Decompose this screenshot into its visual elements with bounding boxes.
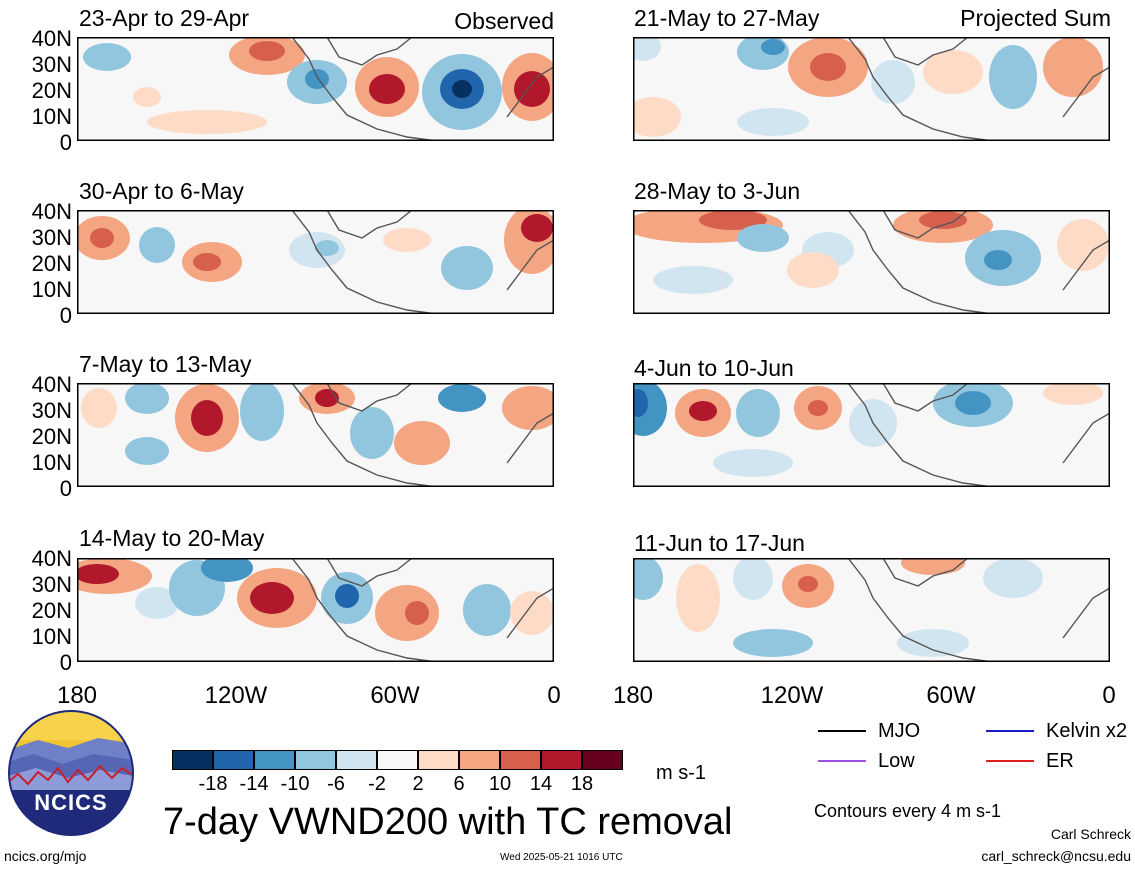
projected-sum-label: Projected Sum (960, 5, 1111, 31)
x-tick-label: 0 (1102, 682, 1116, 709)
y-tick-label: 20N (31, 78, 72, 103)
colorbar-label: 14 (529, 773, 553, 795)
legend-label: MJO (878, 720, 921, 742)
y-tick-label: 40N (31, 199, 72, 224)
observed-label: Observed (454, 8, 554, 34)
map-panel-2 (77, 210, 554, 314)
y-tick-label: 30N (31, 225, 72, 250)
anomaly-map (77, 383, 554, 487)
ncics-logo: NCICS (8, 710, 134, 836)
legend-line-kelvin (986, 730, 1034, 732)
colorbar-swatch (213, 750, 254, 770)
legend-line-mjo (818, 730, 866, 732)
colorbar-swatch (582, 750, 623, 770)
panel-title: 23-Apr to 29-Apr (79, 5, 250, 31)
map-panel-8 (633, 558, 1110, 662)
anomaly-map (77, 558, 554, 662)
panel-title: 28-May to 3-Jun (634, 178, 801, 204)
contours-note: Contours every 4 m s-1 (814, 801, 1002, 821)
logo-text: NCICS (34, 790, 108, 815)
colorbar-label: 18 (570, 773, 594, 795)
anomaly-map (77, 37, 554, 141)
x-tick-label: 120W (204, 682, 268, 709)
y-tick-label: 10N (31, 624, 72, 649)
colorbar-swatch (541, 750, 582, 770)
footer-timestamp: Wed 2025-05-21 1016 UTC (500, 852, 623, 863)
colorbar-label: -6 (327, 773, 345, 795)
map-panel-3 (77, 383, 554, 487)
panel-title: 30-Apr to 6-May (79, 178, 244, 204)
colorbar-swatch (418, 750, 459, 770)
anomaly-map (633, 210, 1110, 314)
y-tick-label: 0 (59, 476, 72, 501)
colorbar-swatch (254, 750, 295, 770)
colorbar-swatch (336, 750, 377, 770)
y-tick-label: 30N (31, 398, 72, 423)
x-tick-label: 120W (760, 682, 824, 709)
y-tick-label: 0 (59, 650, 72, 675)
panel-title: 21-May to 27-May (634, 5, 820, 31)
colorbar-label: -18 (198, 773, 228, 795)
y-tick-label: 10N (31, 450, 72, 475)
anomaly-map (633, 37, 1110, 141)
colorbar-units: m s-1 (656, 762, 706, 784)
x-tick-label: 180 (56, 682, 98, 709)
anomaly-map (633, 558, 1110, 662)
x-tick-label: 60W (370, 682, 420, 709)
colorbar-label: -10 (280, 773, 310, 795)
map-panel-4 (77, 558, 554, 662)
y-tick-label: 40N (31, 26, 72, 51)
legend-label: ER (1046, 750, 1074, 772)
colorbar-label: 10 (488, 773, 512, 795)
map-panel-7 (633, 383, 1110, 487)
footer-email[interactable]: carl_schreck@ncsu.edu (981, 848, 1131, 864)
colorbar-label: 6 (453, 773, 465, 795)
colorbar-swatch (172, 750, 213, 770)
panel-title: 4-Jun to 10-Jun (634, 355, 794, 381)
y-tick-label: 10N (31, 104, 72, 129)
map-panel-1 (77, 37, 554, 141)
colorbar-swatch (500, 750, 541, 770)
colorbar-label: -14 (239, 773, 269, 795)
colorbar-swatch (295, 750, 336, 770)
y-tick-label: 20N (31, 424, 72, 449)
colorbar-swatch (377, 750, 418, 770)
footer-author: Carl Schreck (1050, 826, 1131, 842)
legend-label: Low (878, 750, 915, 772)
y-tick-label: 40N (31, 372, 72, 397)
anomaly-map (77, 210, 554, 314)
x-tick-label: 180 (612, 682, 654, 709)
x-tick-label: 0 (547, 682, 561, 709)
panel-title: 7-May to 13-May (79, 351, 252, 377)
footer-url[interactable]: ncics.org/mjo (4, 848, 87, 864)
main-title: 7-day VWND200 with TC removal (163, 801, 733, 843)
colorbar-swatch (459, 750, 500, 770)
y-tick-label: 10N (31, 277, 72, 302)
colorbar-label: -2 (368, 773, 386, 795)
y-tick-label: 30N (31, 52, 72, 77)
x-tick-label: 60W (926, 682, 976, 709)
map-panel-5 (633, 37, 1110, 141)
y-tick-label: 0 (59, 303, 72, 328)
legend-line-er (986, 760, 1034, 762)
legend-label: Kelvin x2 (1046, 720, 1128, 742)
y-tick-label: 20N (31, 598, 72, 623)
y-tick-label: 20N (31, 251, 72, 276)
panel-title: 14-May to 20-May (79, 525, 265, 551)
anomaly-map (633, 383, 1110, 487)
legend-line-low (818, 760, 866, 762)
y-tick-label: 0 (59, 130, 72, 155)
colorbar-label: 2 (412, 773, 424, 795)
y-tick-label: 40N (31, 546, 72, 571)
panel-title: 11-Jun to 17-Jun (634, 530, 805, 556)
y-tick-label: 30N (31, 572, 72, 597)
map-panel-6 (633, 210, 1110, 314)
